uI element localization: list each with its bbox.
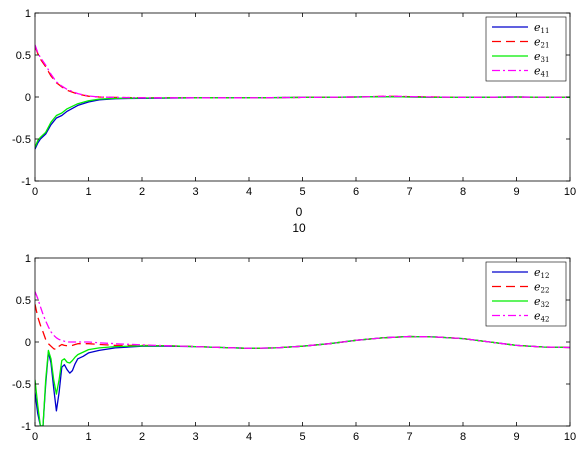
series-line-e11: [35, 95, 570, 150]
x-tick-label: 3: [192, 431, 198, 443]
y-tick-label: 0: [25, 337, 31, 349]
legend-entry-subscript: 42: [541, 316, 550, 324]
legend-entry-symbol: e: [534, 310, 541, 323]
between-label-1: 10: [292, 221, 306, 235]
x-tick-label: 5: [299, 186, 305, 198]
x-tick-label: 8: [460, 431, 466, 443]
legend-entry-e22: e22: [534, 281, 549, 295]
x-tick-label: 9: [513, 186, 519, 198]
legend-entry-symbol: e: [534, 36, 541, 49]
x-tick-label: 6: [353, 431, 359, 443]
x-tick-label: 5: [299, 431, 305, 443]
series-group: [35, 291, 570, 426]
legend-entry-symbol: e: [534, 21, 541, 34]
legend-entry-e21: e21: [534, 36, 549, 50]
legend-entry-symbol: e: [534, 50, 541, 63]
legend-entry-e31: e31: [534, 50, 549, 64]
series-line-e22: [35, 304, 570, 351]
x-tick-label: 10: [564, 431, 576, 443]
legend-entry-e42: e42: [534, 310, 549, 324]
x-tick-label: 7: [406, 186, 412, 198]
legend-entry-subscript: 41: [541, 71, 550, 79]
y-tick-label: -1: [21, 176, 31, 188]
y-tick-label: 0.5: [16, 295, 31, 307]
x-tick-label: 2: [139, 186, 145, 198]
legend-entry-symbol: e: [534, 295, 541, 308]
x-tick-label: 4: [246, 186, 252, 198]
series-line-e32: [35, 335, 570, 426]
legend-entry-subscript: 12: [541, 272, 550, 280]
y-tick-label: -0.5: [12, 379, 31, 391]
legend-entry-subscript: 22: [541, 287, 550, 295]
legend-entry-symbol: e: [534, 266, 541, 279]
legend-entry-e32: e32: [534, 295, 549, 309]
x-tick-label: 9: [513, 431, 519, 443]
x-tick-label: 0: [32, 186, 38, 198]
legend-entry-e12: e12: [534, 266, 549, 280]
series-line-e12: [35, 335, 570, 426]
legend-entry-subscript: 11: [541, 27, 550, 35]
y-tick-label: -0.5: [12, 134, 31, 146]
x-tick-label: 10: [564, 186, 576, 198]
y-tick-label: -1: [21, 421, 31, 433]
x-tick-label: 8: [460, 186, 466, 198]
legend-entry-e41: e41: [534, 65, 549, 79]
series-line-e31: [35, 95, 570, 148]
legend-entry-symbol: e: [534, 65, 541, 78]
x-tick-label: 1: [85, 186, 91, 198]
legend-entry-subscript: 32: [541, 301, 550, 309]
legend-entry-symbol: e: [534, 281, 541, 294]
legend-entry-subscript: 21: [541, 42, 550, 50]
x-tick-label: 3: [192, 186, 198, 198]
y-tick-label: 1: [25, 253, 31, 265]
legend-entry-subscript: 31: [541, 56, 550, 64]
series-line-e42: [35, 291, 570, 349]
x-tick-label: 0: [32, 431, 38, 443]
x-tick-label: 6: [353, 186, 359, 198]
y-tick-label: 0.5: [16, 50, 31, 62]
y-tick-label: 0: [25, 92, 31, 104]
x-tick-label: 2: [139, 431, 145, 443]
between-label-0: 0: [296, 205, 303, 219]
y-tick-label: 1: [25, 8, 31, 20]
legend-entry-e11: e11: [534, 21, 549, 35]
x-tick-label: 4: [246, 431, 252, 443]
x-tick-label: 7: [406, 431, 412, 443]
series-group: [35, 44, 570, 150]
x-tick-label: 1: [85, 431, 91, 443]
